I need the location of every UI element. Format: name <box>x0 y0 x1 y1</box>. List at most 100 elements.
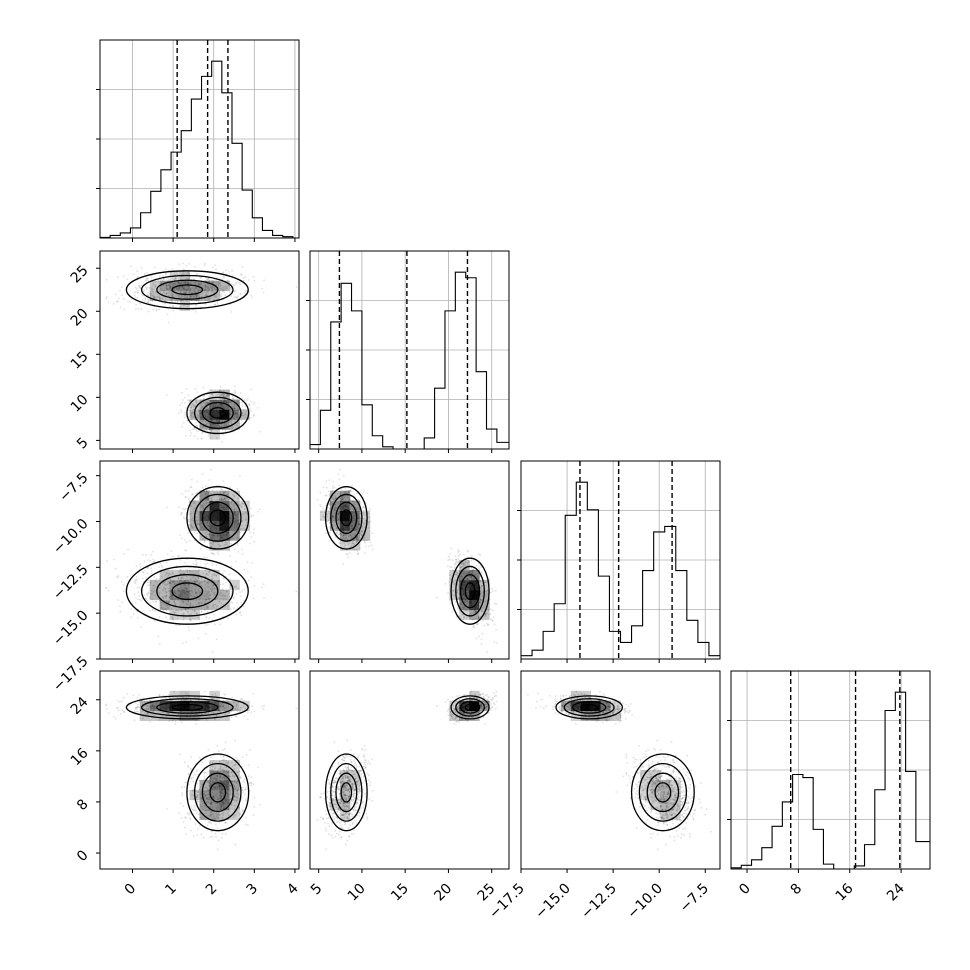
sample-point <box>181 707 184 710</box>
sample-point <box>221 488 223 491</box>
sample-point <box>184 406 187 409</box>
sample-point <box>217 519 220 521</box>
sample-point <box>218 293 221 296</box>
density-cell <box>199 779 210 791</box>
sample-point <box>174 299 177 302</box>
sample-point <box>240 698 243 700</box>
sample-point <box>337 512 340 515</box>
contour-line <box>186 391 250 435</box>
sample-point <box>203 580 206 583</box>
sample-point <box>190 505 193 507</box>
sample-point <box>165 595 168 597</box>
sample-point <box>192 527 194 529</box>
sample-point <box>211 422 214 425</box>
sample-point <box>221 572 224 575</box>
sample-point <box>330 497 333 500</box>
sample-point <box>171 295 174 298</box>
sample-point <box>224 491 227 493</box>
sample-point <box>349 489 352 492</box>
sample-point <box>342 507 345 510</box>
sample-point <box>231 405 234 408</box>
sample-point <box>327 510 330 513</box>
sample-point <box>223 288 226 291</box>
sample-point <box>123 308 126 311</box>
sample-point <box>216 300 219 303</box>
sample-point <box>474 617 477 620</box>
sample-point <box>244 512 247 515</box>
sample-point <box>185 575 188 578</box>
sample-point <box>202 528 205 531</box>
sample-point <box>338 511 341 514</box>
sample-point <box>202 425 205 428</box>
sample-point <box>218 527 221 529</box>
sample-point <box>209 508 212 511</box>
sample-point <box>336 493 339 495</box>
sample-point <box>478 581 481 584</box>
sample-point <box>208 705 211 708</box>
sample-point <box>224 287 227 290</box>
sample-point <box>457 558 459 561</box>
sample-point <box>347 505 350 507</box>
sample-point <box>211 562 213 564</box>
sample-point <box>346 511 348 514</box>
sample-point <box>177 702 180 705</box>
density-cell <box>189 399 200 410</box>
sample-point <box>188 570 191 572</box>
sample-point <box>471 570 473 573</box>
density-cell <box>209 290 220 301</box>
sample-point <box>212 281 215 284</box>
sample-point <box>472 570 474 573</box>
sample-point <box>466 608 469 611</box>
sample-point <box>169 707 172 710</box>
sample-point <box>193 416 195 419</box>
sample-point <box>236 399 239 402</box>
sample-point <box>223 526 226 528</box>
sample-point <box>241 502 244 505</box>
sample-point <box>462 582 465 584</box>
sample-point <box>171 294 174 297</box>
sample-point <box>237 497 239 500</box>
sample-point <box>176 587 179 590</box>
histogram <box>731 691 930 869</box>
sample-point <box>472 591 475 593</box>
sample-point <box>343 496 346 498</box>
sample-point <box>228 539 231 542</box>
sample-point <box>343 546 346 549</box>
sample-point <box>182 287 185 290</box>
sample-point <box>458 580 461 583</box>
sample-point <box>208 703 210 706</box>
sample-point <box>477 553 480 556</box>
sample-point <box>484 581 487 584</box>
sample-point <box>234 296 237 298</box>
sample-point <box>339 500 342 503</box>
sample-point <box>346 530 348 533</box>
sample-point <box>223 497 226 500</box>
sample-point <box>482 606 485 609</box>
sample-point <box>151 609 154 612</box>
density-cell <box>239 700 250 712</box>
sample-point <box>342 513 345 516</box>
sample-point <box>207 415 209 418</box>
sample-point <box>218 414 221 417</box>
sample-point <box>151 608 154 611</box>
sample-point <box>228 534 231 537</box>
sample-point <box>470 591 473 594</box>
sample-point <box>188 272 191 275</box>
sample-point <box>180 576 183 579</box>
sample-point <box>182 613 185 616</box>
sample-point <box>334 496 337 498</box>
sample-point <box>473 609 476 612</box>
sample-point <box>138 284 140 287</box>
sample-point <box>164 574 167 576</box>
sample-point <box>171 293 174 296</box>
sample-point <box>211 577 214 580</box>
sample-point <box>336 531 338 534</box>
sample-point <box>167 284 169 287</box>
sample-point <box>186 296 188 298</box>
sample-point <box>216 502 219 505</box>
sample-point <box>471 578 473 581</box>
sample-point <box>211 564 214 567</box>
sample-point <box>218 420 221 423</box>
sample-point <box>231 601 234 604</box>
sample-point <box>234 715 237 718</box>
